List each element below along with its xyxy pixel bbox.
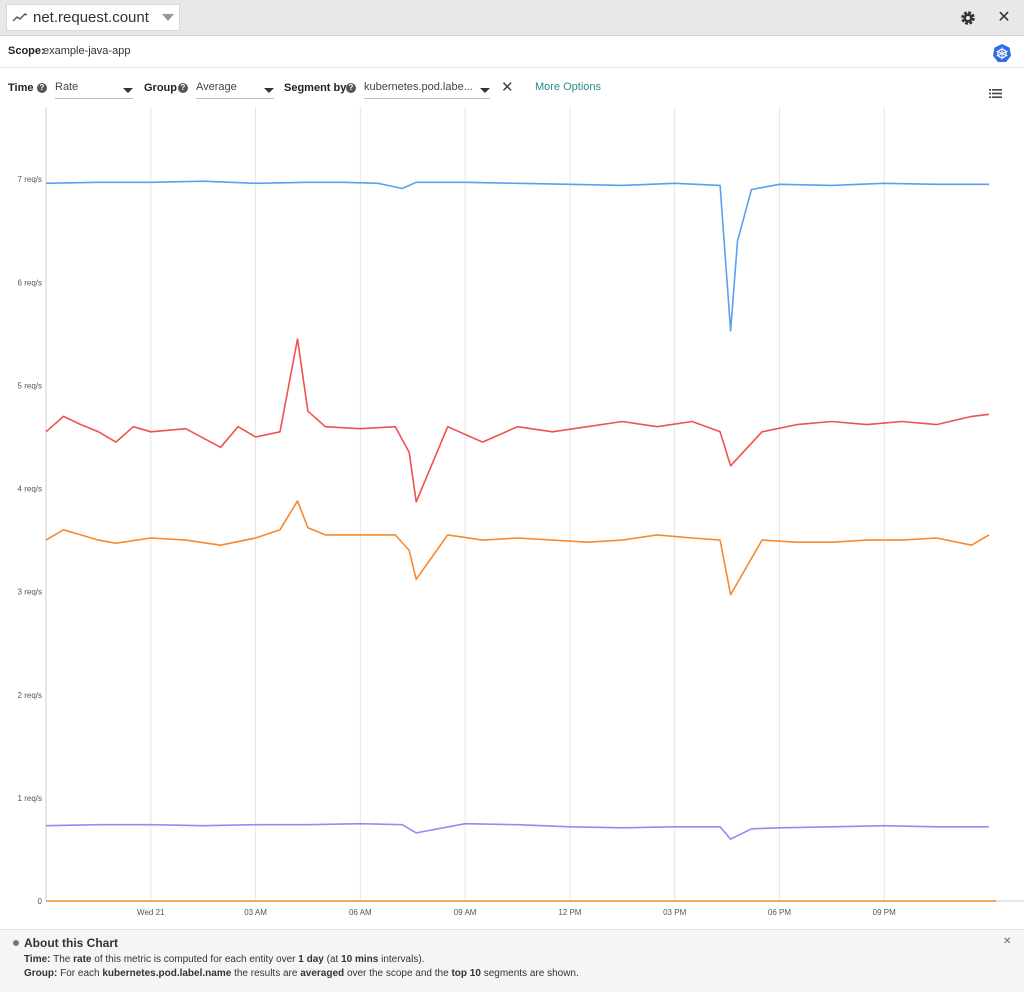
x-tick-label: 03 PM [663, 908, 686, 917]
time-select[interactable]: Rate [55, 77, 133, 99]
line-chart: Wed 21 03 AM 06 AM 09 AM 12 PM 03 PM 06 PM 09 P… [18, 107, 1024, 917]
y-tick-label: 0 [38, 897, 43, 906]
about-group-line: Group: For each kubernetes.pod.label.nam… [24, 968, 579, 979]
clear-segment-icon[interactable]: ✕ [501, 79, 514, 96]
legend-list-icon[interactable] [989, 85, 1002, 98]
help-icon[interactable]: ? [37, 83, 47, 93]
y-tick-label: 4 req/s [18, 485, 42, 494]
series-line-0[interactable] [45, 180, 989, 332]
y-tick-label: 3 req/s [18, 588, 42, 597]
time-label: Time [8, 82, 34, 94]
metric-name: net.request.count [33, 9, 149, 26]
x-tick-label: 03 AM [244, 908, 267, 917]
segment-select[interactable]: kubernetes.pod.labe... [364, 77, 490, 99]
close-icon[interactable]: ✕ [1003, 936, 1012, 947]
group-label: Group [144, 82, 177, 94]
group-select[interactable]: Average [196, 77, 274, 99]
scope-row: Scope: example-java-app [0, 36, 1024, 68]
x-tick-label: Wed 21 [137, 908, 165, 917]
y-tick-label: 5 req/s [18, 381, 42, 390]
help-icon[interactable]: ? [178, 83, 188, 93]
gear-icon[interactable] [958, 8, 978, 28]
segment-select-value: kubernetes.pod.labe... [364, 81, 473, 93]
more-options-link[interactable]: More Options [535, 81, 602, 93]
close-icon[interactable]: ✕ [997, 9, 1011, 26]
about-chart-panel: About this Chart ✕ Time: The rate of thi… [0, 929, 1024, 992]
about-title: About this Chart [24, 936, 118, 950]
help-icon[interactable]: ? [346, 83, 356, 93]
y-tick-label: 7 req/s [18, 175, 42, 184]
time-select-value: Rate [55, 81, 79, 93]
y-tick-label: 2 req/s [18, 691, 42, 700]
x-tick-label: 09 AM [454, 908, 477, 917]
chevron-down-icon [264, 88, 274, 93]
y-tick-label: 1 req/s [18, 794, 42, 803]
scope-value[interactable]: example-java-app [43, 45, 131, 57]
group-select-value: Average [196, 81, 237, 93]
top-bar: net.request.count ✕ [0, 0, 1024, 36]
y-tick-label: 6 req/s [18, 278, 42, 287]
x-tick-label: 06 PM [768, 908, 791, 917]
scope-label: Scope: [8, 45, 45, 57]
series-line-3[interactable] [45, 822, 989, 840]
about-time-line: Time: The rate of this metric is compute… [24, 954, 425, 965]
series-line-1[interactable] [45, 338, 990, 503]
chevron-down-icon[interactable] [157, 5, 179, 30]
chart-controls: Time ? Rate Group ? Average Segment by ?… [0, 69, 1024, 107]
chevron-down-icon [123, 88, 133, 93]
x-tick-label: 09 PM [873, 908, 896, 917]
series-line-2[interactable] [45, 500, 990, 596]
metric-selector[interactable]: net.request.count [6, 4, 180, 31]
info-icon [13, 940, 19, 946]
chevron-down-icon [480, 88, 490, 93]
x-tick-label: 12 PM [558, 908, 581, 917]
line-chart-icon [7, 5, 33, 30]
segment-label: Segment by [284, 82, 347, 94]
kubernetes-icon [992, 43, 1012, 63]
x-tick-label: 06 AM [349, 908, 372, 917]
